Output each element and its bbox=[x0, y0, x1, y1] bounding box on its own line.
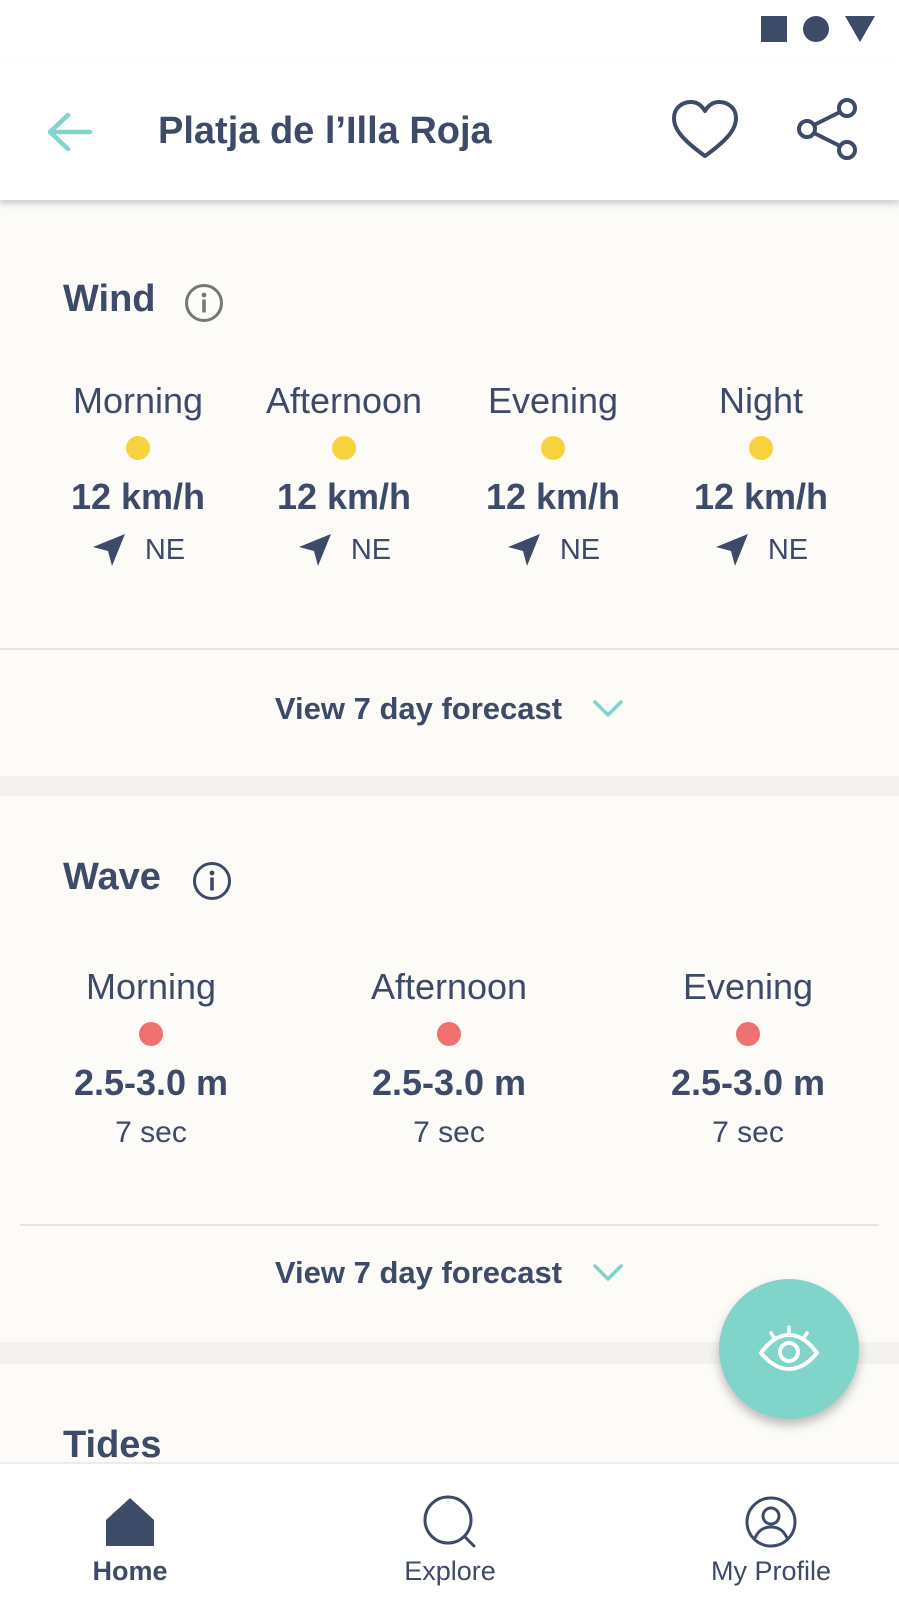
square-icon bbox=[761, 16, 787, 42]
search-icon bbox=[423, 1495, 476, 1548]
circle-icon bbox=[803, 16, 829, 42]
divider bbox=[20, 1224, 879, 1226]
triangle-icon bbox=[845, 16, 875, 42]
wind-item-afternoon: Afternoon 12 km/h NE bbox=[252, 380, 436, 568]
eye-icon bbox=[759, 1325, 819, 1371]
nav-item-home[interactable]: Home bbox=[58, 1464, 202, 1599]
divider bbox=[0, 648, 899, 650]
wave-forecast-link[interactable]: View 7 day forecast bbox=[0, 1250, 899, 1296]
wind-card: Wind Morning 12 km/h NE Afternoon 12 km/… bbox=[0, 200, 899, 776]
wave-title: Wave bbox=[63, 856, 161, 898]
wave-item-evening: Evening 2.5-3.0 m 7 sec bbox=[670, 966, 826, 1149]
wind-item-morning: Morning 12 km/h NE bbox=[48, 380, 228, 568]
status-bar bbox=[0, 0, 899, 60]
wave-item-afternoon: Afternoon 2.5-3.0 m 7 sec bbox=[370, 966, 528, 1149]
favorite-button[interactable] bbox=[670, 98, 740, 162]
direction-arrow-icon bbox=[507, 534, 540, 566]
wind-forecast-link[interactable]: View 7 day forecast bbox=[0, 686, 899, 732]
view-fab-button[interactable] bbox=[719, 1279, 859, 1419]
nav-item-profile[interactable]: My Profile bbox=[686, 1464, 856, 1599]
home-icon bbox=[106, 1498, 154, 1546]
wind-level-dot bbox=[126, 436, 150, 460]
info-icon[interactable] bbox=[192, 861, 232, 901]
heart-icon bbox=[672, 100, 738, 158]
share-icon bbox=[797, 98, 857, 160]
nav-item-explore[interactable]: Explore bbox=[378, 1464, 522, 1599]
wave-level-dot bbox=[437, 1022, 461, 1046]
wave-item-morning: Morning 2.5-3.0 m 7 sec bbox=[73, 966, 229, 1149]
chevron-down-icon bbox=[593, 700, 623, 717]
direction-arrow-icon bbox=[92, 534, 125, 566]
wind-item-evening: Evening 12 km/h NE bbox=[462, 380, 644, 568]
bottom-nav: Home Explore My Profile bbox=[0, 1462, 899, 1599]
direction-arrow-icon bbox=[715, 534, 748, 566]
wave-level-dot bbox=[139, 1022, 163, 1046]
wind-level-dot bbox=[332, 436, 356, 460]
wind-item-night: Night 12 km/h NE bbox=[670, 380, 852, 568]
wave-card: Wave Morning 2.5-3.0 m 7 sec Afternoon 2… bbox=[0, 796, 899, 1342]
wind-title: Wind bbox=[63, 278, 156, 320]
share-button[interactable] bbox=[795, 96, 861, 162]
page-title: Platja de l’Illa Roja bbox=[158, 110, 492, 152]
chevron-down-icon bbox=[593, 1264, 623, 1281]
back-arrow-icon bbox=[47, 112, 93, 152]
tides-title: Tides bbox=[63, 1424, 162, 1466]
app-bar: Platja de l’Illa Roja bbox=[0, 60, 899, 200]
info-icon[interactable] bbox=[184, 283, 224, 323]
wind-level-dot bbox=[541, 436, 565, 460]
wave-level-dot bbox=[736, 1022, 760, 1046]
back-button[interactable] bbox=[42, 104, 98, 160]
wind-level-dot bbox=[749, 436, 773, 460]
direction-arrow-icon bbox=[298, 534, 331, 566]
profile-icon bbox=[745, 1496, 797, 1548]
